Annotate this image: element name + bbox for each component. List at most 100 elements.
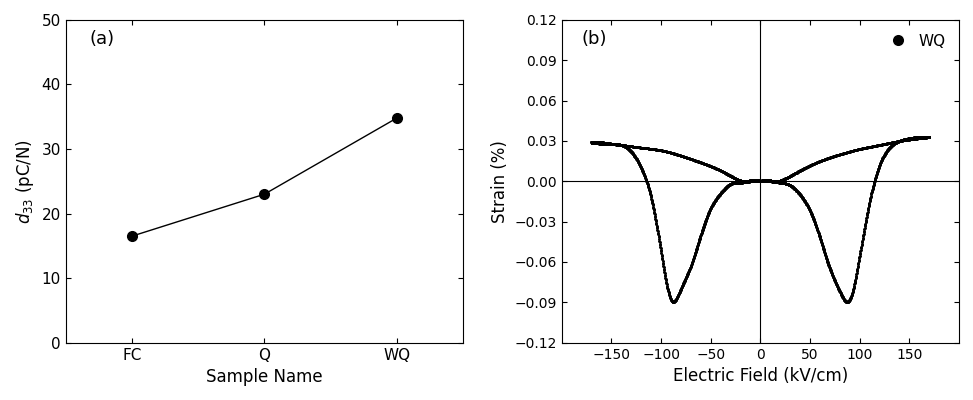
Point — [811, 158, 827, 164]
Point — [784, 183, 800, 190]
Point — [593, 140, 608, 147]
Point — [690, 243, 705, 249]
Point — [754, 178, 770, 184]
Point — [759, 176, 775, 183]
Point — [746, 178, 762, 184]
Point — [702, 208, 717, 214]
Point — [737, 179, 752, 186]
Point — [712, 191, 728, 197]
Point — [739, 178, 755, 184]
Point — [905, 134, 920, 141]
Point — [599, 140, 615, 146]
Point — [889, 138, 905, 144]
Point — [727, 180, 742, 186]
Point — [747, 176, 763, 183]
Point — [687, 252, 703, 258]
Point — [828, 152, 844, 159]
Point — [631, 158, 646, 165]
Point — [748, 178, 764, 184]
Point — [910, 134, 925, 140]
Point — [668, 151, 684, 158]
Point — [700, 213, 715, 220]
Point — [850, 146, 866, 152]
Point — [733, 177, 748, 184]
Point — [755, 178, 771, 185]
Point — [911, 135, 926, 142]
Point — [644, 196, 660, 203]
Point — [855, 233, 871, 240]
Point — [855, 145, 871, 152]
Point — [818, 253, 834, 259]
Point — [723, 173, 739, 179]
Point — [661, 149, 676, 155]
Point — [848, 274, 864, 280]
Point — [882, 144, 897, 151]
Point — [742, 178, 758, 184]
Point — [589, 140, 604, 146]
Point — [736, 178, 751, 184]
Point — [724, 180, 739, 187]
Point — [917, 134, 932, 140]
Point — [770, 178, 785, 184]
Point — [787, 186, 803, 192]
Point — [626, 151, 641, 157]
Point — [778, 180, 794, 187]
Point — [595, 140, 610, 147]
Point — [871, 142, 886, 148]
Point — [666, 150, 681, 156]
Point — [914, 134, 929, 140]
Point — [756, 178, 772, 185]
Point — [588, 139, 603, 145]
Point — [837, 150, 852, 156]
Point — [668, 296, 684, 302]
Point — [860, 144, 876, 150]
Point — [755, 178, 771, 185]
Point — [786, 185, 802, 192]
Point — [654, 250, 669, 256]
Point — [792, 168, 808, 174]
Point — [597, 141, 613, 147]
Point — [700, 162, 715, 168]
Point — [781, 173, 797, 180]
Point — [734, 179, 749, 186]
Point — [860, 208, 876, 215]
Point — [860, 206, 876, 212]
Point — [822, 154, 838, 161]
Point — [892, 138, 908, 144]
Point — [595, 139, 610, 146]
Point — [724, 173, 739, 180]
Point — [824, 270, 840, 276]
Point — [650, 146, 666, 153]
Point — [740, 178, 756, 184]
Point — [845, 148, 860, 154]
Point — [645, 146, 661, 152]
Point — [880, 147, 895, 153]
Point — [920, 134, 936, 140]
Point — [598, 140, 614, 146]
Point — [695, 226, 710, 232]
Point — [902, 135, 918, 141]
Point — [864, 190, 880, 196]
Point — [694, 159, 709, 166]
Point — [842, 298, 857, 304]
Point — [878, 149, 893, 156]
Point — [798, 199, 813, 206]
Point — [791, 168, 807, 174]
Point — [644, 146, 660, 152]
Point — [701, 211, 716, 218]
Point — [892, 137, 908, 144]
Point — [765, 178, 780, 185]
Point — [739, 178, 755, 184]
Point — [794, 194, 810, 200]
Point — [911, 134, 926, 140]
Point — [752, 178, 768, 184]
Point — [806, 215, 821, 221]
Point — [875, 156, 890, 162]
Point — [873, 142, 888, 148]
Point — [793, 167, 809, 174]
Point — [833, 290, 848, 296]
Point — [782, 182, 798, 188]
Point — [828, 152, 844, 159]
Point — [698, 161, 713, 168]
Point — [749, 177, 765, 183]
